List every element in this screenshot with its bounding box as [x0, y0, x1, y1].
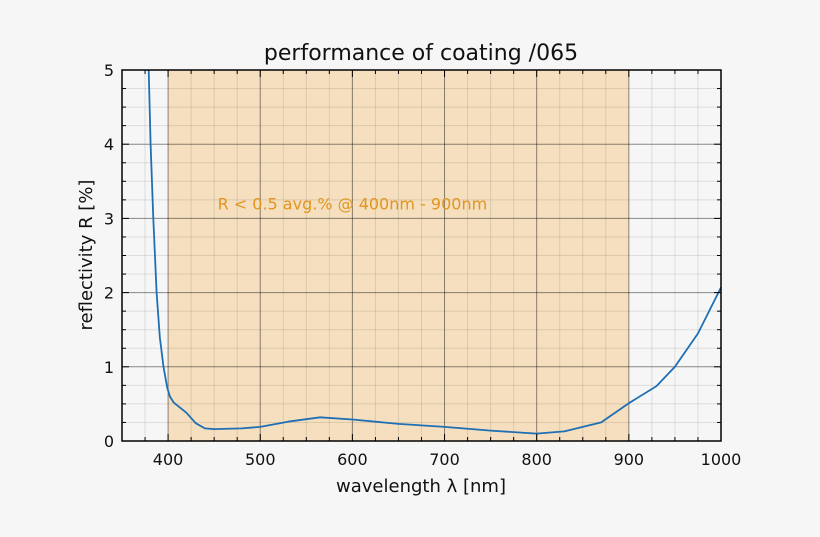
y-tick-label: 3 — [104, 209, 114, 228]
x-tick-label: 400 — [153, 450, 184, 469]
x-tick-label: 800 — [521, 450, 552, 469]
y-tick-label: 2 — [104, 284, 114, 303]
x-tick-label: 1000 — [701, 450, 742, 469]
x-tick-label: 900 — [614, 450, 645, 469]
y-axis-label: reflectivity R [%] — [76, 180, 97, 331]
annotation: R < 0.5 avg.% @ 400nm - 900nm — [218, 195, 488, 214]
x-axis-label: wavelength λ [nm] — [336, 476, 506, 497]
chart-title: performance of coating /065 — [264, 41, 578, 66]
x-tick-label: 500 — [245, 450, 276, 469]
x-tick-label: 600 — [337, 450, 368, 469]
y-tick-label: 5 — [104, 61, 114, 80]
reflectivity-series-line — [147, 69, 722, 435]
y-tick-label: 0 — [104, 432, 114, 451]
y-tick-label: 4 — [104, 135, 114, 154]
y-tick-label: 1 — [104, 358, 114, 377]
x-tick-label: 700 — [429, 450, 460, 469]
shaded-region — [168, 70, 629, 441]
